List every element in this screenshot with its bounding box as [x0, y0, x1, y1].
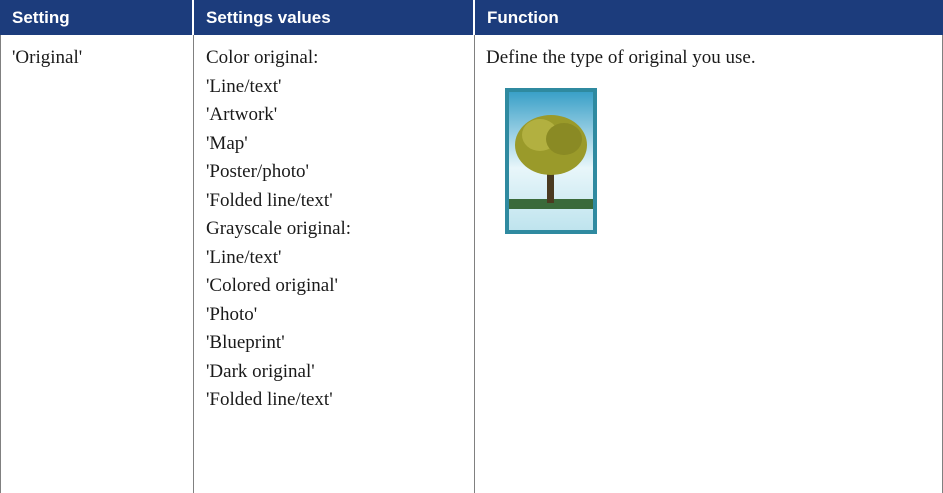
value-line: 'Folded line/text' [206, 389, 333, 410]
value-line: 'Dark original' [206, 360, 315, 382]
value-line: 'Colored original' [206, 275, 338, 296]
border [474, 35, 475, 493]
value-line: Grayscale original: [206, 218, 352, 239]
value-line: 'Poster/photo' [206, 161, 309, 182]
value-line: 'Folded line/text' [206, 189, 333, 211]
border [0, 35, 1, 493]
header-cell: Setting [0, 0, 192, 35]
setting-cell: 'Original' [12, 47, 83, 68]
value-line: 'Photo' [206, 303, 258, 325]
value-line: 'Map' [206, 132, 248, 154]
values-cell: Color original: 'Line/text' 'Artwork' 'Map'… [206, 44, 351, 415]
header-cell: Function [475, 0, 943, 35]
value-line: 'Line/text' [206, 246, 282, 268]
header-cell: Settings values [194, 0, 473, 35]
original-icon [505, 88, 597, 234]
value-line: 'Artwork' [206, 104, 278, 125]
value-line: 'Line/text' [206, 75, 282, 97]
value-line: 'Blueprint' [206, 332, 285, 353]
border [193, 35, 194, 493]
function-cell: Define the type of original you use. [486, 47, 756, 68]
value-line: Color original: [206, 47, 319, 68]
